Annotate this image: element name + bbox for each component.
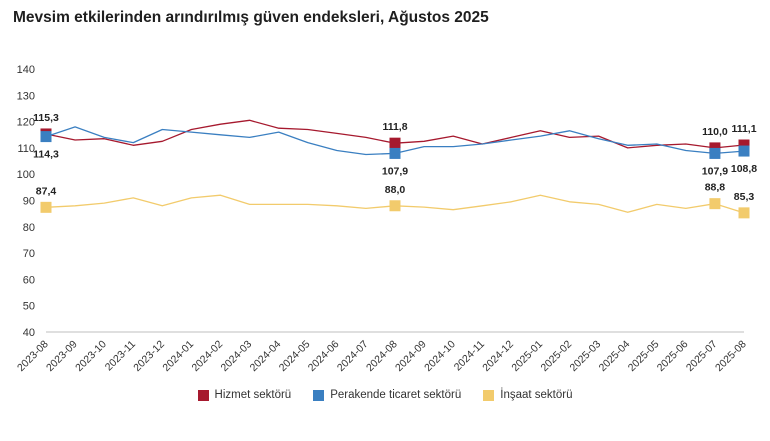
- chart-title: Mevsim etkilerinden arındırılmış güven e…: [13, 9, 489, 26]
- data-point-marker: [40, 201, 52, 213]
- legend-label: Hizmet sektörü: [214, 389, 292, 401]
- chart-legend: Hizmet sektörü Perakende ticaret sektörü…: [0, 389, 770, 401]
- x-tick-label: 2024-05: [277, 338, 313, 374]
- x-tick-label: 2024-01: [160, 338, 196, 374]
- y-tick-label: 130: [17, 90, 35, 102]
- x-tick-label: 2024-08: [364, 338, 400, 374]
- data-label: 85,3: [734, 191, 755, 203]
- x-tick-label: 2024-09: [393, 338, 429, 374]
- data-label: 107,9: [702, 165, 728, 177]
- x-tick-label: 2025-01: [509, 338, 545, 374]
- x-tick-label: 2025-08: [713, 338, 749, 374]
- legend-item-perakende[interactable]: Perakende ticaret sektörü: [313, 389, 461, 401]
- data-label: 88,8: [705, 182, 726, 194]
- y-tick-label: 120: [17, 117, 35, 129]
- data-label: 110,0: [702, 126, 728, 138]
- x-tick-label: 2023-12: [131, 338, 167, 374]
- y-tick-label: 80: [23, 222, 35, 234]
- x-tick-label: 2025-03: [568, 338, 604, 374]
- x-tick-label: 2025-02: [538, 338, 574, 374]
- data-point-marker: [738, 145, 750, 157]
- x-tick-label: 2025-07: [684, 338, 720, 374]
- data-label: 115,3: [33, 112, 59, 124]
- x-tick-label: 2024-06: [306, 338, 342, 374]
- x-tick-label: 2024-02: [189, 338, 225, 374]
- x-tick-label: 2024-10: [422, 338, 458, 374]
- y-tick-label: 50: [23, 301, 35, 313]
- x-tick-label: 2023-08: [15, 338, 51, 374]
- y-tick-label: 140: [17, 64, 35, 76]
- data-label: 88,0: [385, 184, 406, 196]
- data-point-marker: [709, 142, 721, 154]
- data-label: 114,3: [33, 149, 59, 161]
- x-tick-label: 2025-04: [597, 338, 633, 374]
- x-tick-label: 2023-10: [73, 338, 109, 374]
- data-point-marker: [738, 139, 750, 151]
- legend-item-insaat[interactable]: İnşaat sektörü: [483, 389, 572, 401]
- y-tick-label: 100: [17, 169, 35, 181]
- legend-label: İnşaat sektörü: [500, 389, 573, 401]
- y-tick-label: 40: [23, 327, 35, 339]
- data-point-marker: [389, 147, 401, 159]
- x-tick-label: 2023-09: [44, 338, 80, 374]
- data-label: 108,8: [731, 163, 757, 175]
- data-label: 107,9: [382, 165, 408, 177]
- data-label: 87,4: [36, 185, 57, 197]
- legend-item-hizmet[interactable]: Hizmet sektörü: [197, 389, 292, 401]
- x-tick-label: 2024-03: [219, 338, 255, 374]
- y-tick-label: 70: [23, 248, 35, 260]
- data-label: 111,1: [731, 123, 756, 135]
- legend-swatch: [313, 389, 325, 401]
- x-tick-label: 2025-06: [655, 338, 691, 374]
- legend-swatch: [197, 389, 209, 401]
- data-point-marker: [389, 200, 401, 212]
- data-point-marker: [389, 137, 401, 149]
- data-point-marker: [40, 131, 52, 143]
- data-point-marker: [709, 198, 721, 210]
- x-tick-label: 2024-04: [248, 338, 284, 374]
- x-tick-label: 2025-05: [626, 338, 662, 374]
- x-tick-label: 2024-07: [335, 338, 371, 374]
- legend-label: Perakende ticaret sektörü: [330, 389, 462, 401]
- y-tick-label: 110: [17, 143, 35, 155]
- x-tick-label: 2024-12: [480, 338, 516, 374]
- y-tick-label: 90: [23, 196, 35, 208]
- data-point-marker: [709, 147, 721, 159]
- data-label: 111,8: [382, 121, 407, 133]
- data-point-marker: [738, 207, 750, 219]
- legend-swatch: [483, 389, 495, 401]
- y-tick-label: 60: [23, 274, 35, 286]
